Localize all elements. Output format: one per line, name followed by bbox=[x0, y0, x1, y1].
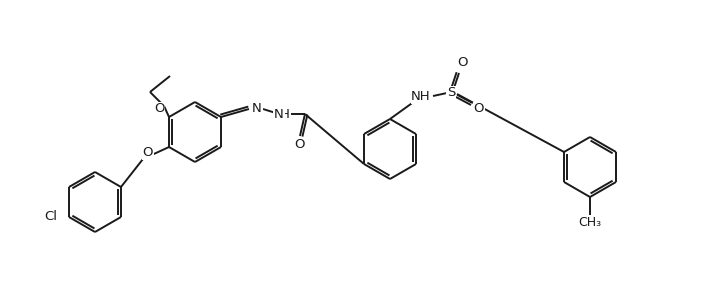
Text: O: O bbox=[474, 102, 484, 116]
Text: H: H bbox=[280, 108, 290, 121]
Text: NH: NH bbox=[411, 91, 431, 103]
Text: O: O bbox=[457, 56, 467, 69]
Text: O: O bbox=[295, 138, 306, 151]
Text: O: O bbox=[153, 102, 164, 116]
Text: N: N bbox=[274, 108, 284, 121]
Text: CH₃: CH₃ bbox=[579, 217, 601, 230]
Text: N: N bbox=[252, 102, 262, 116]
Text: O: O bbox=[143, 146, 153, 159]
Text: Cl: Cl bbox=[44, 211, 57, 224]
Text: S: S bbox=[447, 86, 455, 99]
